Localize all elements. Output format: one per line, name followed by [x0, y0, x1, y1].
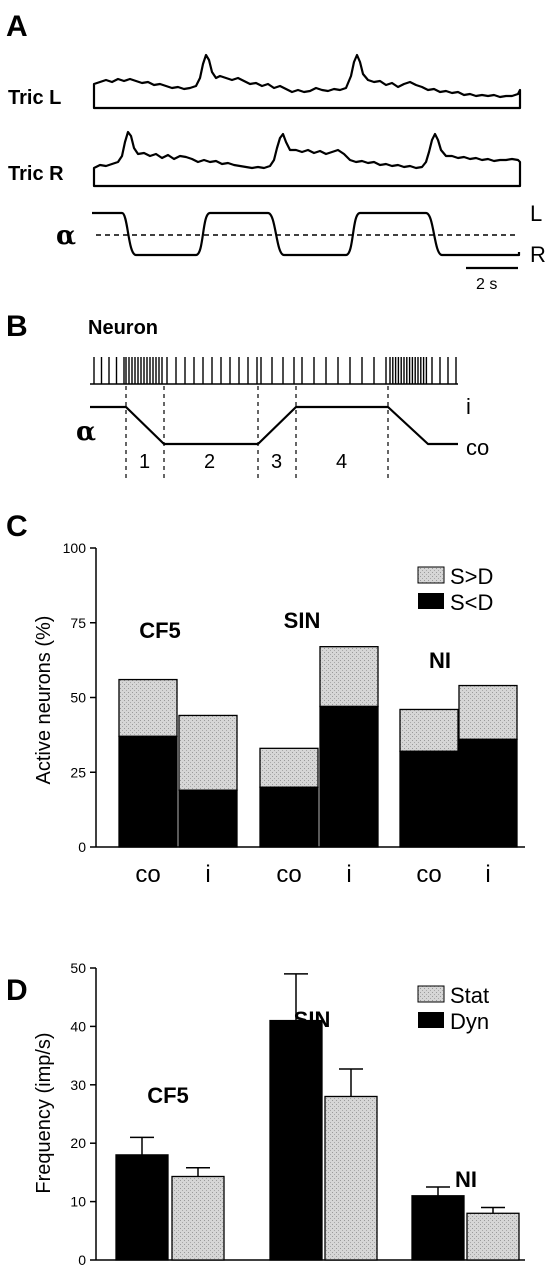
c-bar-sltd: [118, 735, 178, 848]
c-bar-sgtd: [178, 714, 238, 791]
panel-a: A Tric L Tric R α L R 2 s: [6, 10, 546, 293]
d-group-labels: CF5 SIN NI: [147, 1007, 477, 1192]
d-group-label: SIN: [294, 1007, 331, 1032]
position-label-i: i: [466, 394, 471, 419]
d-bar-stat: [324, 1095, 378, 1261]
c-bar-sltd: [178, 789, 238, 848]
position-label-r: R: [530, 242, 546, 267]
c-x-tick-label: co: [276, 861, 301, 888]
panel-b-letter: B: [6, 310, 28, 343]
c-bars: [118, 646, 518, 848]
d-y-tick-label: 10: [70, 1194, 86, 1210]
c-group-label: SIN: [284, 608, 321, 633]
panel-d-letter: D: [6, 974, 28, 1007]
c-legend-swatch-sgtd: [417, 566, 445, 584]
panel-b: B Neuron α i co 1 2 3 4: [6, 310, 489, 480]
d-bar-dyn: [269, 1019, 323, 1261]
panel-c-letter: C: [6, 510, 28, 543]
alpha-trace-a: [92, 211, 521, 257]
d-legend: Stat Dyn: [417, 983, 489, 1034]
position-label-co: co: [466, 435, 489, 460]
c-bar-sltd: [458, 738, 518, 848]
c-y-tick-label: 100: [63, 540, 87, 556]
panel-d: D Frequency (imp/s) 0 10 20 30 40 50 CF5 SIN NI…: [6, 960, 525, 1268]
c-y-tick-label: 0: [78, 839, 86, 855]
phase-label-4: 4: [336, 451, 347, 473]
c-y-axis: 0 25 50 75 100: [63, 540, 96, 855]
c-bar-sltd: [259, 786, 319, 848]
d-bars: [115, 973, 520, 1261]
c-y-tick-label: 25: [70, 764, 86, 780]
c-bar-sgtd: [458, 684, 518, 741]
panel-a-letter: A: [6, 10, 28, 43]
c-legend: S>D S<D: [417, 564, 493, 615]
d-bar-stat: [466, 1212, 520, 1261]
c-bar-sgtd: [319, 646, 379, 708]
alpha-symbol-b: α: [76, 417, 96, 447]
c-y-tick-label: 50: [70, 690, 86, 706]
tric-l-trace: [92, 53, 522, 110]
c-bar-sltd: [399, 750, 459, 848]
c-y-tick-label: 75: [70, 615, 86, 631]
d-legend-label-stat: Stat: [450, 983, 489, 1008]
c-x-tick-label: i: [485, 861, 490, 888]
tric-r-trace: [92, 130, 522, 188]
d-y-tick-label: 20: [70, 1135, 86, 1151]
d-bar-dyn: [411, 1195, 465, 1261]
c-y-axis-title: Active neurons (%): [33, 616, 55, 785]
neuron-label: Neuron: [88, 317, 158, 339]
phase-dividers: [125, 386, 389, 480]
d-y-axis: 0 10 20 30 40 50: [70, 960, 96, 1268]
c-x-tick-labels: co i co i co i: [135, 861, 490, 888]
d-legend-label-dyn: Dyn: [450, 1009, 489, 1034]
position-label-l: L: [530, 201, 542, 226]
d-y-tick-label: 50: [70, 960, 86, 976]
d-legend-swatch-dyn: [418, 1012, 444, 1028]
c-bar-sgtd: [118, 678, 178, 738]
d-y-tick-label: 40: [70, 1018, 86, 1034]
c-group-label: NI: [429, 648, 451, 673]
c-bar-sgtd: [399, 708, 459, 752]
d-y-axis-title: Frequency (imp/s): [33, 1032, 55, 1193]
phase-label-1: 1: [139, 451, 150, 473]
c-group-label: CF5: [139, 618, 181, 643]
d-group-label: CF5: [147, 1083, 189, 1108]
d-legend-swatch-stat: [417, 985, 445, 1003]
spike-train: [93, 357, 457, 384]
scale-bar-label: 2 s: [476, 276, 497, 293]
d-group-label: NI: [455, 1167, 477, 1192]
panel-c: C Active neurons (%) 0 25 50 75 100 CF5 SIN NI…: [6, 510, 525, 888]
c-bar-sgtd: [259, 747, 319, 788]
tric-r-label: Tric R: [8, 163, 64, 185]
tric-l-label: Tric L: [8, 87, 61, 109]
alpha-symbol-a: α: [56, 221, 76, 251]
c-x-tick-label: i: [346, 861, 351, 888]
c-legend-swatch-sltd: [418, 593, 444, 609]
c-legend-label-sltd: S<D: [450, 590, 493, 615]
phase-label-2: 2: [204, 451, 215, 473]
c-x-tick-label: co: [135, 861, 160, 888]
c-legend-label-sgtd: S>D: [450, 564, 493, 589]
d-y-tick-label: 30: [70, 1077, 86, 1093]
c-x-tick-label: co: [416, 861, 441, 888]
c-x-tick-label: i: [205, 861, 210, 888]
d-y-tick-label: 0: [78, 1252, 86, 1268]
d-bar-stat: [171, 1175, 225, 1261]
c-bar-sltd: [319, 705, 379, 848]
alpha-trace-b: [90, 405, 458, 446]
phase-label-3: 3: [271, 451, 282, 473]
c-group-labels: CF5 SIN NI: [139, 608, 451, 673]
d-bar-dyn: [115, 1154, 169, 1261]
